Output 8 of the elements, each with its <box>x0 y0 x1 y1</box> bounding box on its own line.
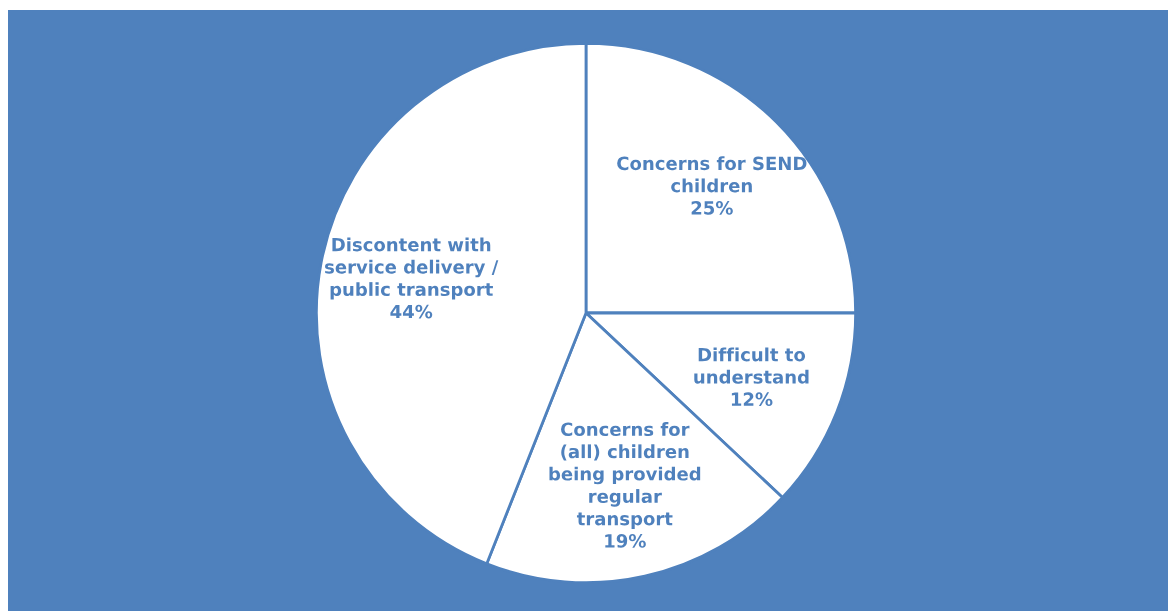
data-label: 25% <box>691 201 733 215</box>
data-label: 19% <box>605 534 646 548</box>
slice-label: Concerns for (all) children being provided regular transport <box>549 422 701 529</box>
slice-label: Concerns for SEND children <box>617 156 807 193</box>
slice-label: Difficult to understand <box>694 347 809 384</box>
data-label: 44% <box>390 304 433 319</box>
slice-label: Discontent with service delivery / public transport <box>325 237 499 300</box>
data-label: 12% <box>731 392 773 407</box>
